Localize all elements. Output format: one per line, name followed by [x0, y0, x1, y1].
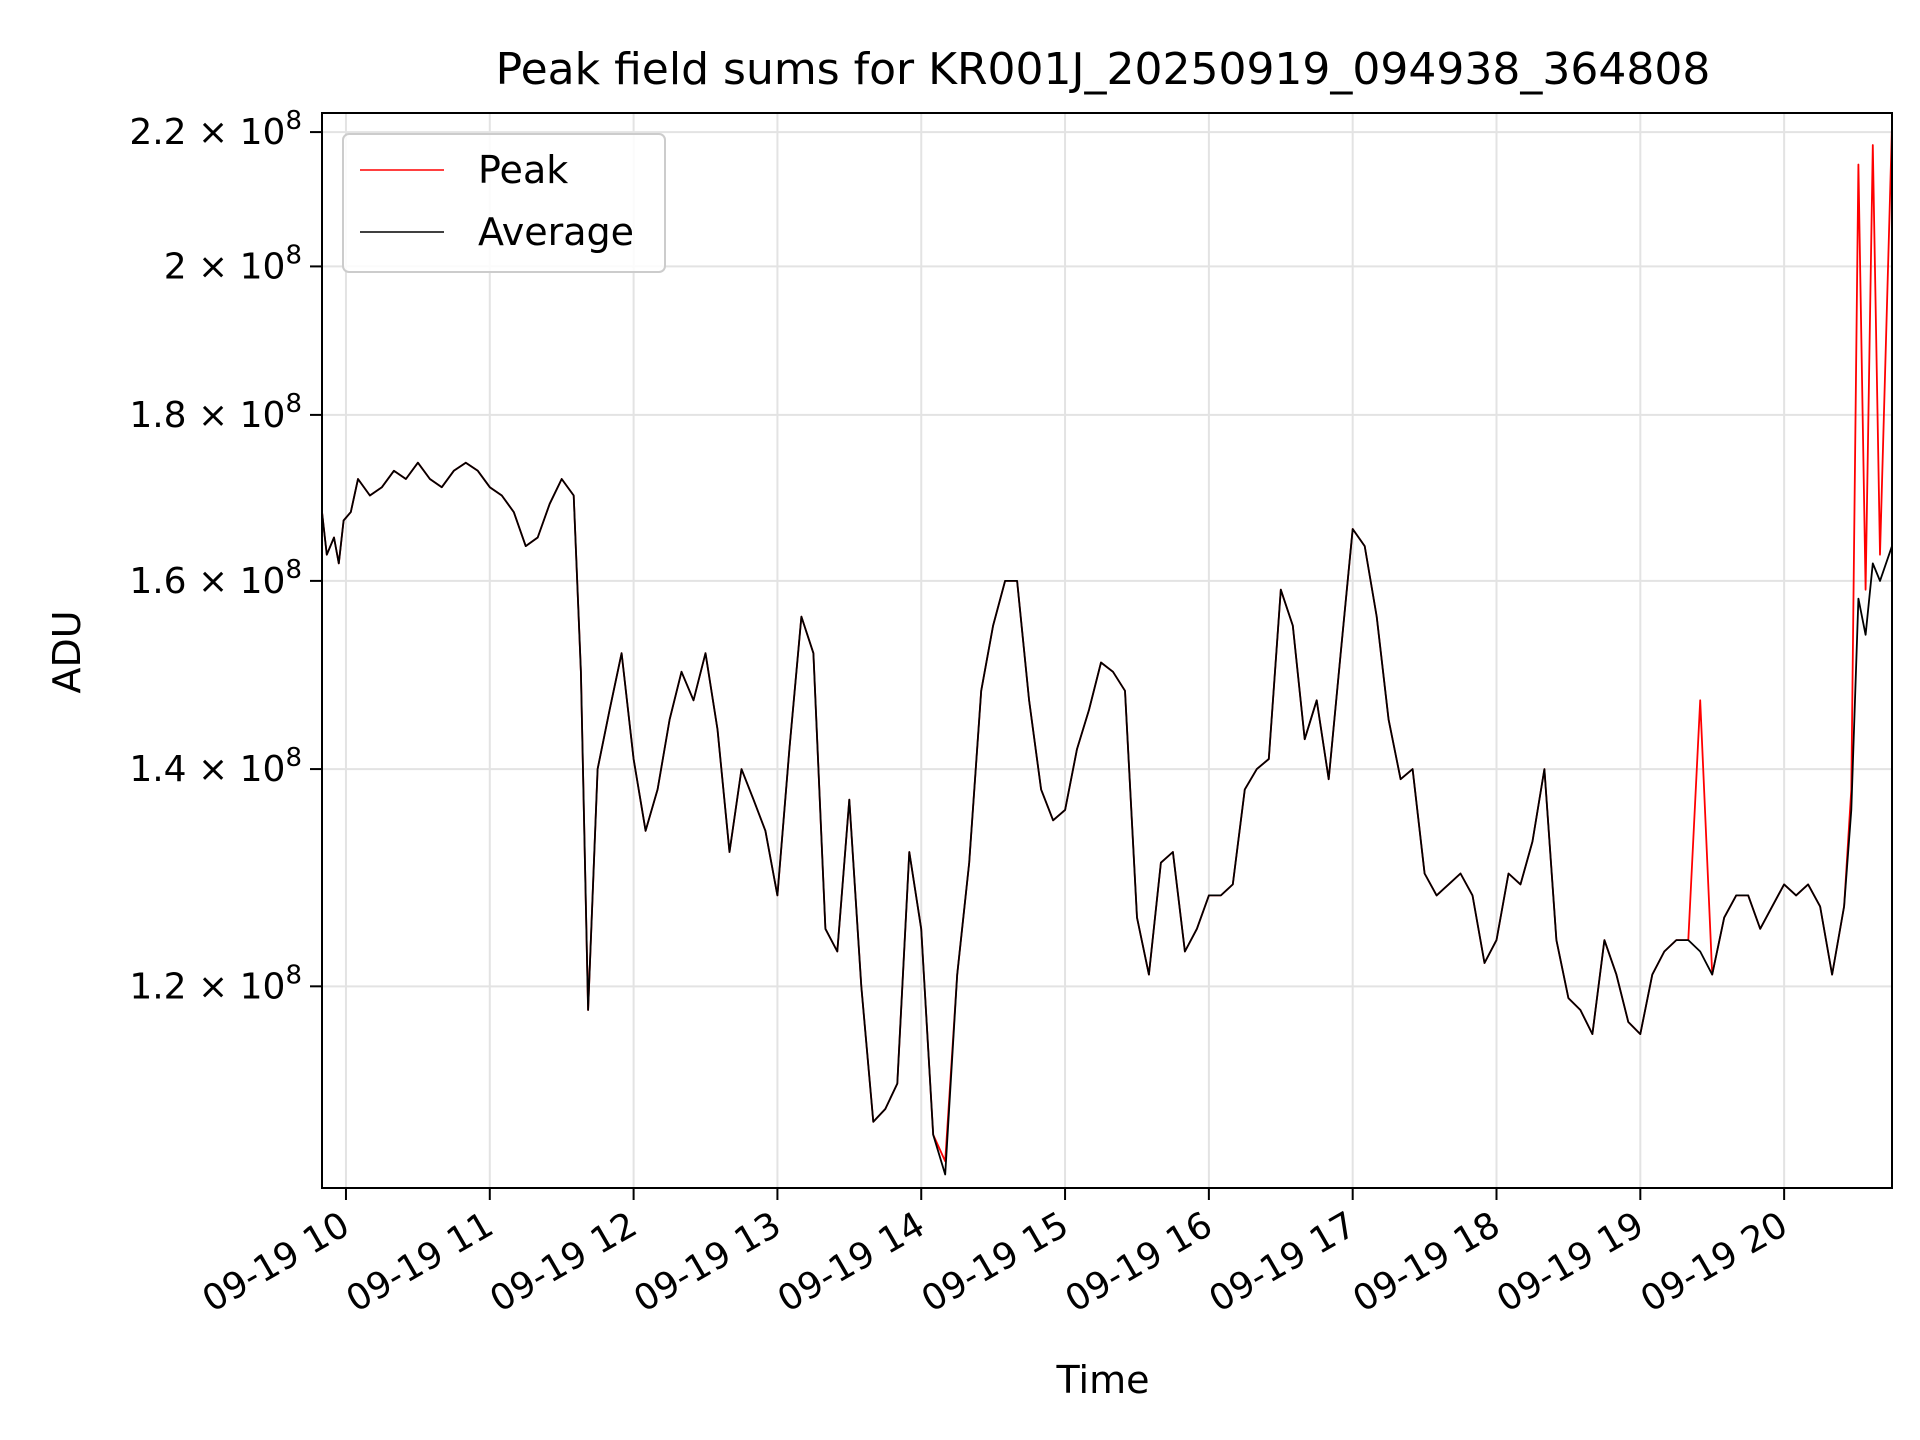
y-tick-label: 1.2 × 108	[129, 960, 302, 1007]
legend-box	[342, 133, 666, 273]
plot-area-frame	[321, 112, 1893, 1189]
y-tick-label: 1.6 × 108	[129, 555, 302, 602]
y-tick-label: 2.2 × 108	[129, 106, 302, 153]
legend-peak-label: Peak	[478, 148, 568, 192]
y-tick-label: 2 × 108	[164, 240, 302, 287]
legend-average-label: Average	[478, 210, 634, 254]
series-line-average	[321, 461, 1893, 1176]
y-axis-label: ADU	[45, 610, 89, 693]
chart-title: Peak field sums for KR001J_20250919_0949…	[496, 44, 1711, 95]
y-tick-label: 1.8 × 108	[129, 389, 302, 436]
y-axis-ticks: 1.2 × 108 1.4 × 108 1.6 × 108 1.8 × 108 2 × …	[129, 106, 322, 1007]
x-axis-label: Time	[1056, 1358, 1150, 1402]
legend: Peak Average	[342, 133, 666, 273]
y-tick-label: 1.4 × 108	[129, 743, 302, 790]
series-lines	[321, 125, 1893, 1176]
